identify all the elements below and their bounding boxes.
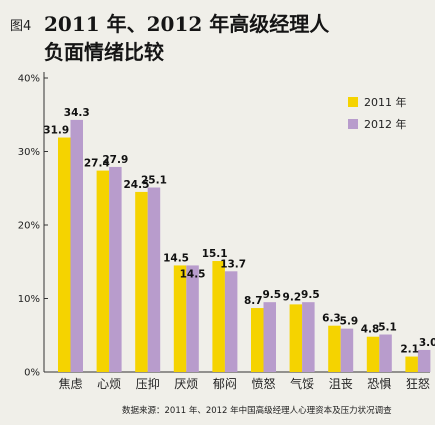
y-tick-label: 20% (18, 221, 40, 232)
value-label-2011: 31.9 (43, 125, 69, 137)
y-tick-label: 40% (18, 74, 40, 85)
category-label: 郁闷 (213, 376, 237, 391)
legend-label-2012: 2012 年 (364, 117, 407, 131)
bar-2012 (109, 166, 122, 372)
bar-2011 (289, 304, 303, 372)
value-label-2011: 24.5 (123, 179, 149, 191)
chart-value-labels: 31.9 34.3 27.427.9 24.525.1 14.5 14.5 15.113.7… (43, 107, 435, 356)
value-label-2012: 9.5 (301, 289, 320, 301)
category-label: 气馁 (290, 376, 314, 391)
legend-label-2011: 2011 年 (364, 95, 407, 109)
value-label-2011: 4.8 (361, 324, 380, 336)
value-label-2012: 3.0 (419, 337, 435, 349)
bar-2012 (417, 349, 431, 372)
bar-2011 (251, 308, 264, 372)
bar-2011 (96, 170, 110, 372)
bar-2012 (70, 119, 83, 373)
value-label-2012: 5.1 (378, 322, 397, 334)
value-label-2012: 25.1 (141, 175, 167, 187)
category-label: 沮丧 (329, 377, 353, 391)
value-label-2011: 9.2 (283, 291, 302, 303)
bar-2012 (379, 334, 392, 372)
value-label-2011: 15.1 (202, 248, 228, 260)
y-tick-label: 10% (18, 294, 40, 305)
bar-2012 (224, 271, 238, 372)
bar-2011 (366, 336, 380, 372)
y-tick-label: 0% (24, 368, 40, 379)
chart-title-line-1: 2011 年、2012 年高级经理人 (44, 12, 330, 36)
figure-label: 图4 (10, 19, 32, 34)
value-label-2012: 14.5 (180, 268, 206, 280)
category-label: 焦虑 (58, 377, 82, 391)
chart-title-line-2: 负面情绪比较 (44, 40, 164, 64)
bar-2012 (340, 328, 354, 372)
category-label: 恐惧 (367, 376, 391, 391)
bar-2011 (58, 137, 71, 372)
bar-2012 (263, 302, 276, 372)
value-label-2011: 27.4 (84, 158, 110, 170)
chart-legend: 2011 年 2012 年 (348, 95, 407, 131)
y-tick-label: 30% (18, 147, 40, 158)
source-note: 数据来源：2011 年、2012 年中国高级经理人心理资本及压力状况调查 (122, 406, 392, 416)
bar-2011 (135, 191, 148, 372)
value-label-2012: 9.5 (262, 289, 281, 301)
value-label-2012: 27.9 (102, 154, 128, 166)
bar-2011 (405, 356, 418, 372)
bar-2012 (186, 265, 199, 372)
bar-2011 (212, 261, 225, 372)
value-label-2011: 14.5 (163, 252, 189, 264)
value-label-2012: 13.7 (220, 258, 246, 270)
category-label: 愤怒 (251, 376, 275, 391)
value-label-2012: 34.3 (64, 107, 90, 119)
value-label-2011: 2.1 (400, 344, 419, 356)
value-label-2012: 5.9 (340, 316, 359, 328)
bar-2012 (147, 187, 161, 372)
legend-swatch-2011 (348, 97, 358, 107)
bar-2012 (302, 302, 315, 372)
category-label: 厌烦 (174, 377, 198, 391)
bar-2011 (328, 325, 341, 372)
value-label-2011: 6.3 (322, 313, 341, 325)
category-label: 心烦 (97, 377, 121, 391)
category-label: 狂怒 (406, 376, 430, 391)
bar-2011 (173, 265, 187, 372)
legend-swatch-2012 (348, 119, 358, 129)
category-label: 压抑 (136, 376, 160, 391)
chart-axes: 0% 10% 20% 30% 40% 焦虑 心烦 压抑 厌烦 郁闷 愤怒 气馁 沮丧 恐惧 狂怒 (18, 72, 430, 391)
value-label-2011: 8.7 (244, 295, 263, 307)
chart-bars (58, 119, 431, 373)
